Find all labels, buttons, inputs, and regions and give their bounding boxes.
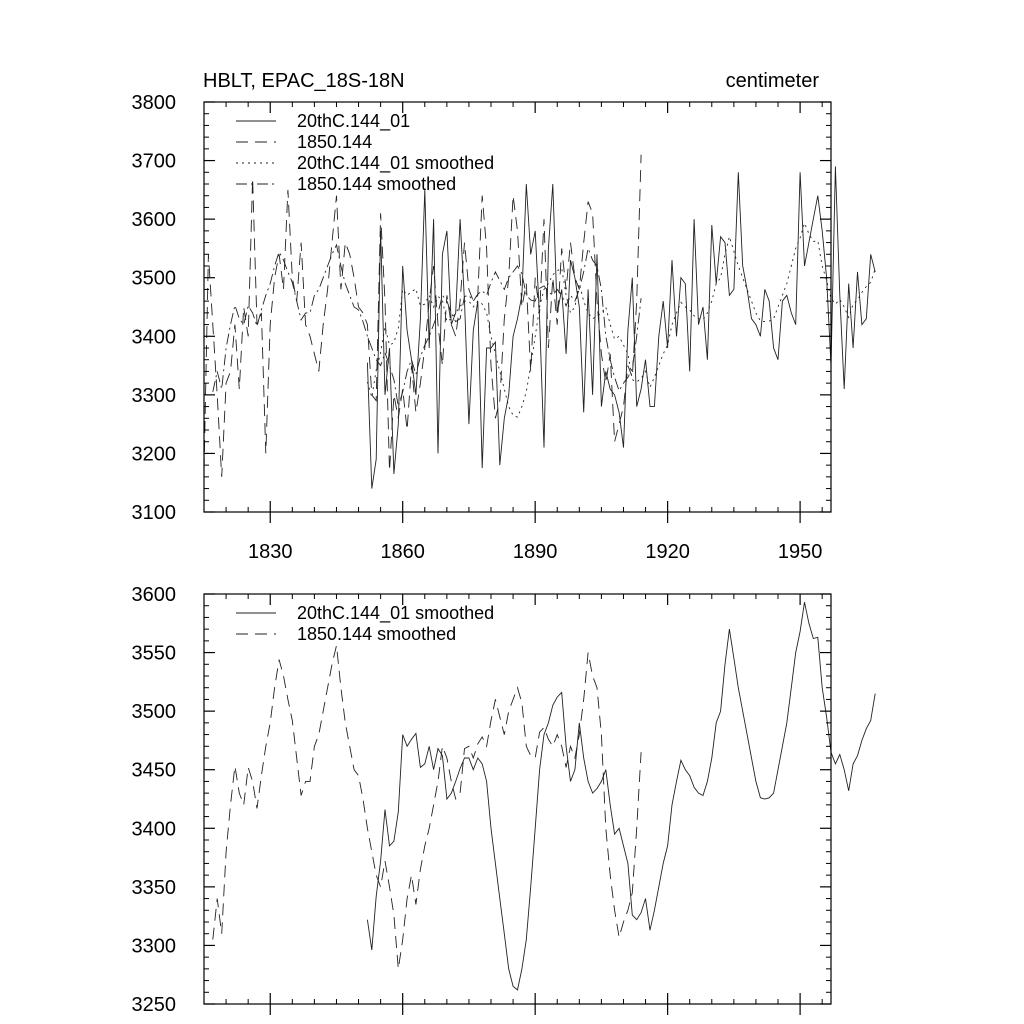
top-legend-label-1: 1850.144 [297,132,372,152]
top-series-line-3 [212,243,642,407]
top-y-tick-label-2: 3300 [132,385,177,407]
top-y-tick-label-0: 3100 [132,502,177,524]
bottom-y-tick-label-4: 3450 [132,760,177,782]
bottom-y-tick-label-5: 3500 [132,701,177,723]
top-legend-label-3: 1850.144 smoothed [297,174,456,194]
bottom-y-tick-label-0: 3250 [132,994,177,1016]
chart-title: HBLT, EPAC_18S-18N [203,70,405,92]
top-x-tick-label-2: 1890 [513,541,558,563]
top-series [203,154,876,489]
bottom-legend-label-1: 1850.144 smoothed [297,624,456,644]
top-y-tick-label-5: 3600 [132,209,177,231]
bottom-series [212,602,876,991]
bottom-y-tick-label-1: 3300 [132,935,177,957]
bottom-series-line-0 [366,602,876,991]
bottom-series-line-1 [212,645,642,969]
top-y-tick-label-3: 3400 [132,326,177,348]
bottom-y-tick-label-7: 3600 [132,584,177,606]
top-series-line-1 [203,154,642,477]
units-label: centimeter [726,70,820,92]
top-legend-label-0: 20thC.144_01 [297,111,410,132]
top-x-tick-label-3: 1920 [645,541,690,563]
top-x-tick-label-1: 1860 [380,541,425,563]
bottom-y-tick-label-2: 3350 [132,877,177,899]
top-y-tick-label-4: 3500 [132,268,177,290]
bottom-plot-frame [203,593,832,1005]
top-legend-label-2: 20thC.144_01 smoothed [297,153,494,174]
top-x-tick-label-4: 1950 [778,541,823,563]
top-series-line-0 [366,166,876,489]
top-y-tick-label-1: 3200 [132,443,177,465]
top-x-tick-label-0: 1830 [248,541,293,563]
top-series-line-2 [366,221,876,418]
top-y-tick-label-7: 3800 [132,92,177,114]
top-plot-frame [203,101,832,513]
bottom-y-tick-label-6: 3550 [132,643,177,665]
bottom-legend-label-0: 20thC.144_01 smoothed [297,603,494,624]
top-axes: 3100 3200 3300 3400 3500 3600 3700 3800 1830 1860… [132,92,831,563]
top-y-tick-label-6: 3700 [132,151,177,173]
bottom-y-tick-label-3: 3400 [132,818,177,840]
bottom-axes: 3250 3300 3350 3400 3450 3500 3550 3600 [132,584,831,1016]
